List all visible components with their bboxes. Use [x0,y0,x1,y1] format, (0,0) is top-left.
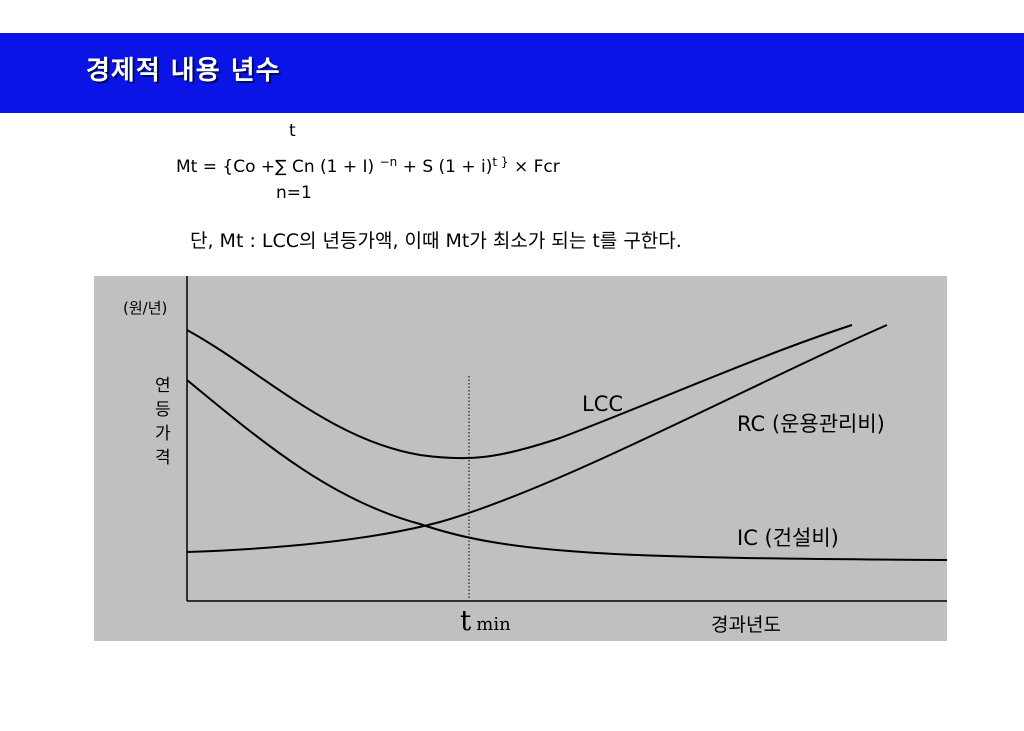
lcc-label: LCC [582,392,624,416]
formula-s-term: + S (1 + i) [402,157,493,177]
y-axis-label-char: 등 [155,400,171,420]
tmin-label-subscript: min [476,614,511,635]
slide-title: 경제적 내용 년수 [86,56,281,86]
formula-exponent-t: t } [492,155,509,169]
diagram-background [94,276,947,641]
ic-label: IC (건설비) [737,526,839,550]
formula-lower-limit: n=1 [276,183,312,203]
formula-upper-limit: t [289,121,296,141]
formula-cn-term: Cn (1 + I) [292,157,375,177]
y-axis-label-char: 연 [155,376,171,396]
rc-curve [186,324,888,553]
y-unit-label: (원/년) [123,299,168,317]
tmin-label: t min [460,604,511,637]
x-axis-label: 경과년도 [711,614,781,636]
rc-label: RC (운용관리비) [737,412,885,436]
title-bar [0,33,1024,113]
formula-lhs: Mt = {Co + [176,157,276,177]
y-axis-label-char: 격 [155,448,171,468]
y-axis-label-char: 가 [155,424,171,444]
lcc-curve [186,324,853,460]
y-axis-label: 연 등 가 격 [155,374,171,470]
formula-exponent-n: −n [379,155,398,169]
formula-line: Mt = {Co +∑ Cn (1 + I) −n + S (1 + i)t }… [176,155,560,177]
tmin-label-t: t [460,604,472,637]
formula-note: 단, Mt : LCC의 년등가액, 이때 Mt가 최소가 되는 t를 구한다. [190,230,682,252]
ic-curve [186,379,948,561]
formula-tail: × Fcr [513,157,560,177]
sigma-symbol: ∑ [275,157,287,177]
